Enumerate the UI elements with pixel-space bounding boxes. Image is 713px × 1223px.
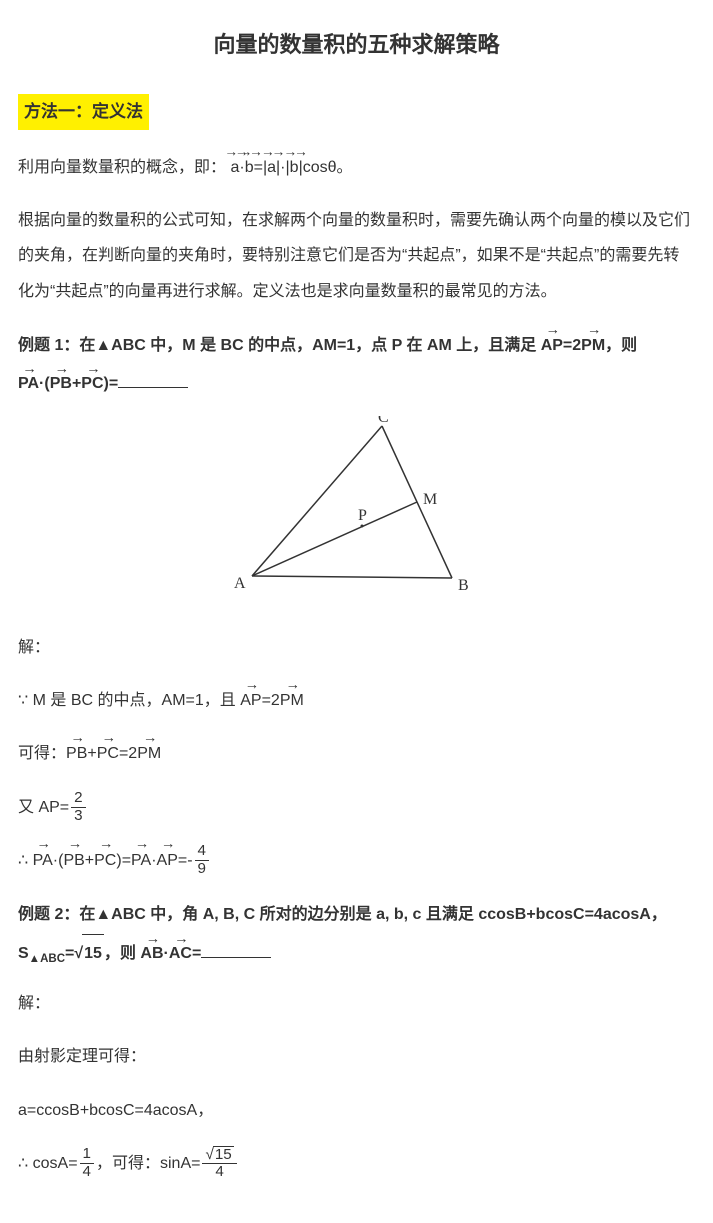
text: ∴ cosA= — [18, 1155, 78, 1172]
text: + — [85, 852, 94, 869]
text: = — [65, 945, 74, 962]
svg-text:A: A — [234, 575, 246, 592]
text: ·( — [39, 375, 50, 392]
triangle-diagram-svg: A B C M P — [222, 416, 492, 601]
ex1-sol-label: 解： — [18, 630, 695, 665]
text: = — [192, 945, 201, 962]
ex2-s1: 由射影定理可得： — [18, 1039, 695, 1074]
vec-pm: PM — [581, 327, 605, 365]
text: ，可得：sinA= — [96, 1155, 200, 1172]
ex1-diagram: A B C M P — [18, 416, 695, 612]
svg-text:C: C — [378, 416, 389, 426]
ex1-s3: 又 AP=23 — [18, 790, 695, 825]
vec-pa: PA — [18, 365, 39, 403]
text: ∵ M 是 BC 的中点，AM=1，且 — [18, 692, 240, 709]
vec-pa: PA — [131, 843, 151, 878]
svg-text:M: M — [423, 491, 437, 508]
blank — [201, 942, 271, 958]
blank — [118, 372, 188, 388]
text: 利用向量数量积的概念，即： — [18, 159, 226, 176]
text: S — [18, 945, 29, 962]
text: =- — [178, 852, 193, 869]
text: |cosθ。 — [299, 159, 353, 176]
vec-pc: PC — [81, 365, 103, 403]
text: )= — [104, 375, 119, 392]
vec-pb: PB — [63, 843, 84, 878]
ex2-s2: a=ccosB+bcosC=4acosA， — [18, 1093, 695, 1128]
page-title: 向量的数量积的五种求解策略 — [18, 24, 695, 66]
vec-pm: PM — [280, 683, 304, 718]
vec-pc: PC — [97, 736, 119, 771]
text: ·( — [53, 852, 64, 869]
ex1-stem: 例题 1：在▲ABC 中，M 是 BC 的中点，AM=1，点 P 在 AM 上，… — [18, 327, 695, 404]
vec-pb: PB — [50, 365, 72, 403]
ex1-s2: 可得：PB+PC=2PM — [18, 736, 695, 771]
text: 可得： — [18, 745, 66, 762]
sqrt-15: 15 — [82, 934, 104, 973]
frac-sqrt15-4: √154 — [202, 1146, 236, 1181]
text: ∴ — [18, 852, 33, 869]
text: 例题 2：在▲ABC 中，角 A, B, C 所对的边分别是 a, b, c 且… — [18, 906, 667, 923]
vec-ap: AP — [240, 683, 261, 718]
vec-ap: AP — [541, 327, 563, 365]
frac-4-9: 49 — [195, 843, 209, 877]
svg-text:P: P — [358, 507, 367, 524]
ex1-s1: ∵ M 是 BC 的中点，AM=1，且 AP=2PM — [18, 683, 695, 718]
vec-b: b — [290, 150, 299, 185]
vec-ab: AB — [140, 935, 163, 973]
ex2-stem: 例题 2：在▲ABC 中，角 A, B, C 所对的边分别是 a, b, c 且… — [18, 896, 695, 974]
ex1-s4: ∴ PA·(PB+PC)=PA·AP=-49 — [18, 843, 695, 878]
ex2-sol-label: 解： — [18, 986, 695, 1021]
text: ，则 — [605, 337, 637, 354]
frac-2-3: 23 — [71, 790, 85, 824]
text: 又 AP= — [18, 799, 69, 816]
method1-p2: 根据向量的数量积的公式可知，在求解两个向量的数量积时，需要先确认两个向量的模以及… — [18, 203, 695, 309]
sub-abc: ▲ABC — [29, 954, 65, 966]
method1-tag: 方法一：定义法 — [18, 94, 149, 130]
text: )= — [116, 852, 131, 869]
ex2-s3: ∴ cosA=14，可得：sinA=√154 — [18, 1146, 695, 1181]
vec-pm: PM — [137, 736, 161, 771]
vec-a: a — [267, 150, 276, 185]
text: + — [72, 375, 81, 392]
method1-p1: 利用向量数量积的概念，即： a·b=|a|·|b|cosθ。 — [18, 150, 695, 185]
vec-b: b — [245, 150, 254, 185]
vec-ap: AP — [157, 843, 178, 878]
vec-pc: PC — [94, 843, 116, 878]
vec-pa: PA — [33, 843, 53, 878]
svg-text:B: B — [458, 577, 469, 594]
frac-1-4: 14 — [80, 1146, 94, 1180]
vec-pb: PB — [66, 736, 87, 771]
text: ，则 — [104, 945, 140, 962]
vec-ac: AC — [169, 935, 192, 973]
